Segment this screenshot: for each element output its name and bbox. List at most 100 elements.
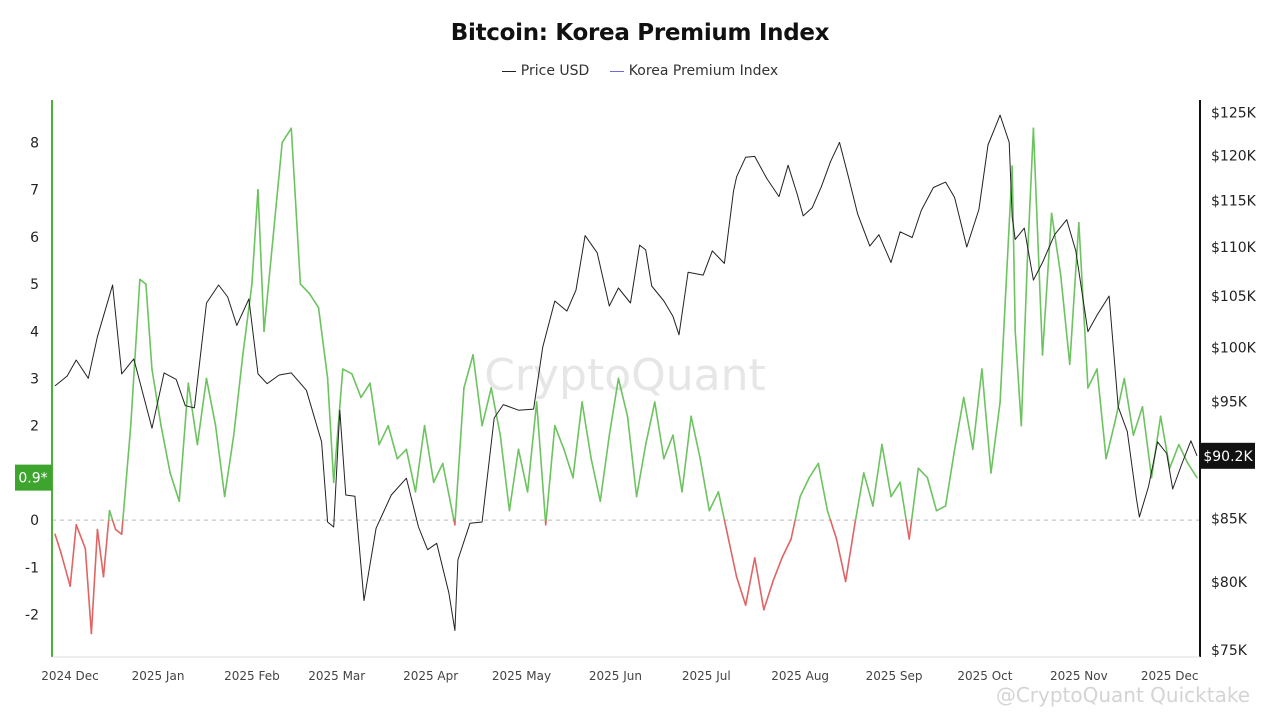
left-tick-label: 7: [30, 183, 39, 199]
premium-segment: [794, 495, 801, 521]
x-tick-label: 2025 May: [492, 669, 551, 683]
x-tick-label: 2025 Jan: [132, 669, 185, 683]
current-value-badges: 0.9* $90.2K: [15, 442, 1255, 491]
premium-segment: [378, 424, 390, 446]
right-tick-label: $75K: [1211, 643, 1248, 659]
premium-segment: [60, 552, 71, 587]
premium-segment: [196, 377, 208, 446]
premium-segment: [308, 292, 320, 309]
premium-segment: [808, 462, 820, 479]
right-axis-ticks: $75K $80K $85K $95K $100K $105K $110K $115K $120…: [1211, 106, 1257, 659]
premium-segment: [854, 472, 865, 521]
x-tick-label: 2025 Nov: [1050, 669, 1108, 683]
premium-segment: [1096, 368, 1107, 460]
left-tick-label: 8: [30, 135, 39, 151]
premium-segment: [299, 283, 311, 295]
series-price-usd: [54, 114, 1198, 631]
premium-segment: [935, 505, 947, 512]
premium-segment: [726, 533, 738, 578]
premium-segment: [781, 538, 792, 559]
premium-segment: [360, 382, 371, 399]
legend-swatch-price: [501, 70, 516, 72]
premium-segment: [772, 557, 783, 583]
premium-segment: [54, 533, 62, 554]
premium-segment: [1168, 443, 1180, 469]
premium-segment: [926, 476, 938, 512]
premium-segment: [653, 401, 665, 460]
premium-segment: [763, 580, 774, 611]
premium-segment: [1059, 273, 1071, 366]
left-tick-label: 6: [30, 230, 39, 246]
legend: Price USD Korea Premium Index: [0, 63, 1280, 79]
premium-segment: [626, 415, 638, 498]
premium-segment: [1011, 165, 1017, 333]
premium-segment: [862, 472, 874, 507]
premium-current-label: 0.9*: [18, 471, 47, 487]
premium-segment: [944, 448, 956, 507]
premium-segment: [1177, 443, 1189, 465]
premium-segment: [84, 547, 93, 635]
left-tick-label: 2: [30, 419, 39, 435]
left-axis-ticks: -2-1012345678: [25, 135, 39, 623]
premium-segment: [790, 519, 796, 540]
premium-segment: [187, 382, 199, 446]
premium-segment: [905, 519, 911, 540]
premium-segment: [111, 519, 117, 531]
premium-segment: [326, 377, 335, 484]
premium-segment: [90, 528, 99, 635]
premium-segment: [844, 524, 856, 583]
legend-item-price[interactable]: Price USD: [501, 63, 589, 79]
premium-segment: [681, 415, 692, 493]
premium-segment: [423, 424, 435, 484]
premium-segment: [108, 509, 114, 521]
premium-segment: [263, 236, 274, 333]
left-tick-label: 0: [30, 513, 39, 529]
right-tick-label: $105K: [1211, 289, 1257, 305]
premium-segment: [708, 490, 720, 512]
premium-segment: [1141, 406, 1153, 479]
premium-segment: [1187, 462, 1198, 479]
right-tick-label: $110K: [1211, 240, 1257, 256]
right-tick-label: $80K: [1211, 575, 1248, 591]
premium-segment: [281, 127, 293, 144]
premium-segment: [160, 424, 171, 474]
price-current-badge: [1201, 442, 1255, 469]
premium-segment: [717, 490, 726, 521]
watermark: CryptoQuant: [484, 350, 766, 401]
premium-segment: [96, 528, 105, 578]
legend-item-premium[interactable]: Korea Premium Index: [609, 63, 778, 79]
left-tick-label: 5: [30, 277, 39, 293]
premium-segment: [744, 557, 756, 606]
premium-segment: [1078, 221, 1089, 389]
premium-segment: [351, 372, 362, 399]
premium-segment: [829, 519, 838, 540]
premium-segment: [387, 424, 399, 460]
premium-segment: [151, 368, 162, 427]
premium-segment: [1014, 330, 1023, 427]
premium-segment: [481, 387, 493, 427]
x-tick-label: 2025 Feb: [224, 669, 280, 683]
premium-segment: [454, 387, 465, 521]
premium-segment: [972, 368, 983, 451]
premium-segment: [981, 368, 992, 474]
premium-segment: [910, 467, 920, 521]
chart-title: Bitcoin: Korea Premium Index: [450, 20, 830, 46]
premium-segment: [145, 283, 153, 370]
right-tick-label: $120K: [1211, 148, 1257, 164]
premium-segment: [899, 481, 907, 521]
premium-segment: [735, 575, 747, 606]
premium-segment: [535, 401, 547, 521]
premium-segment: [753, 557, 765, 611]
premium-segment: [799, 476, 811, 498]
premium-segment: [872, 443, 883, 507]
premium-segment: [608, 377, 620, 436]
premium-segment: [169, 472, 181, 503]
premium-segment: [114, 528, 123, 536]
premium-segment: [999, 283, 1007, 403]
premium-segment: [817, 462, 829, 512]
premium-segment: [1050, 212, 1062, 276]
x-tick-label: 2025 Mar: [308, 669, 365, 683]
x-tick-label: 2025 Apr: [403, 669, 458, 683]
right-tick-label: $115K: [1211, 193, 1257, 209]
premium-segment: [441, 462, 455, 521]
